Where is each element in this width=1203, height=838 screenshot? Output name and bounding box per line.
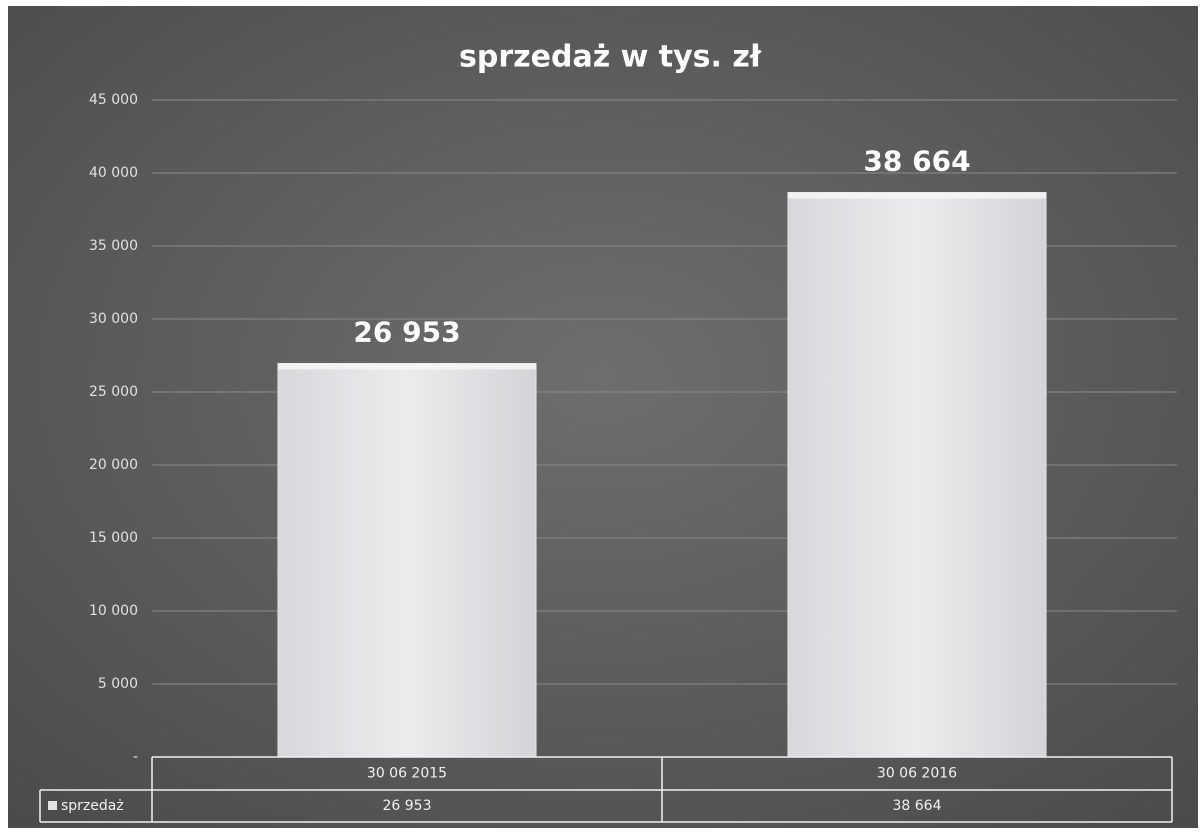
legend-swatch [48,801,57,810]
y-tick-label: 35 000 [89,238,138,254]
y-tick-label: 30 000 [89,311,138,327]
table-category: 30 06 2015 [367,766,447,782]
value-label: 38 664 [863,145,970,178]
legend-label: sprzedaż [61,798,124,814]
y-tick-label: 15 000 [89,530,138,546]
table-value: 26 953 [383,798,432,814]
y-tick-label: - [133,749,138,765]
value-label: 26 953 [353,315,460,348]
y-tick-label: 25 000 [89,384,138,400]
chart-title: sprzedaż w tys. zł [459,40,762,75]
y-tick-label: 45 000 [89,92,138,108]
y-tick-label: 20 000 [89,457,138,473]
y-tick-label: 10 000 [89,603,138,619]
bar-bevel [277,363,537,370]
bar-bevel [787,192,1047,199]
table-category: 30 06 2016 [877,766,957,782]
y-tick-label: 40 000 [89,165,138,181]
bar [787,192,1047,758]
bar [277,362,537,758]
y-tick-label: 5 000 [98,676,138,692]
table-value: 38 664 [893,798,942,814]
